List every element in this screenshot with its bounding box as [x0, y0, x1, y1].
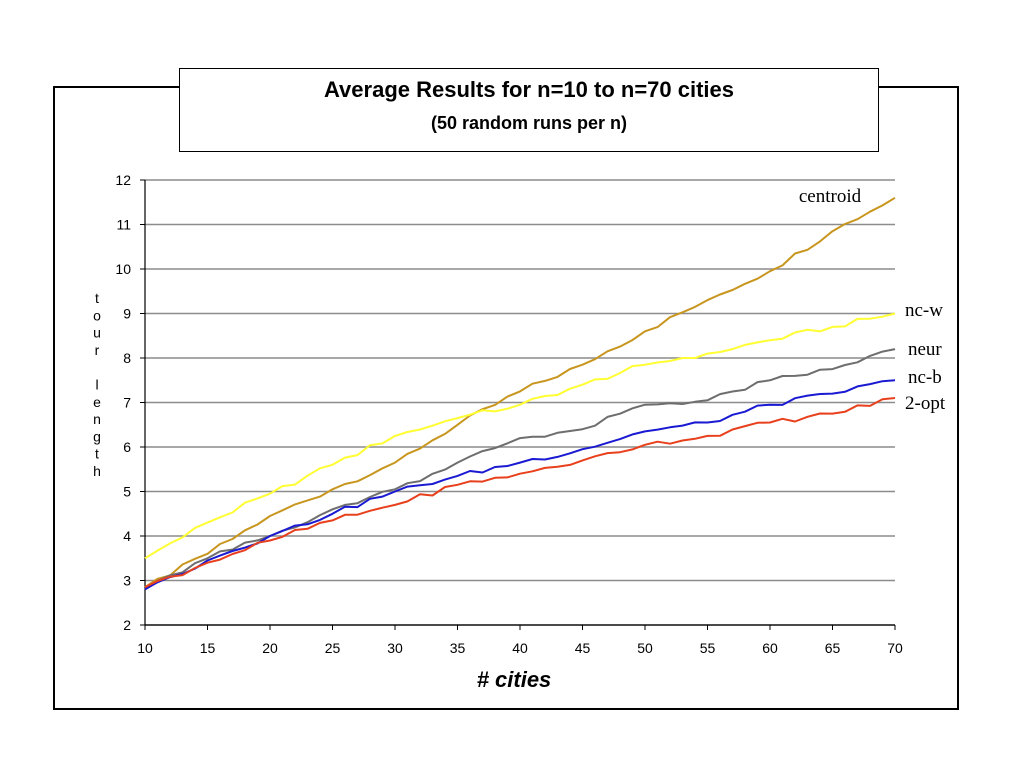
series-label-2-opt: 2-opt [905, 393, 946, 414]
y-tick-label: 10 [115, 261, 131, 277]
y-tick-label: 2 [123, 617, 131, 633]
chart-subtitle: (50 random runs per n) [430, 113, 628, 133]
series-line-centroid [144, 196, 896, 589]
x-axis-label: # cities [477, 667, 552, 692]
series-label-centroid: centroid [799, 186, 862, 207]
y-tick-label: 7 [123, 395, 131, 411]
x-tick-label: 10 [137, 640, 153, 656]
series-label-nc-w: nc-w [905, 300, 943, 321]
x-tick-label: 45 [575, 640, 591, 656]
x-tick-label: 65 [825, 640, 841, 656]
x-tick-label: 15 [200, 640, 216, 656]
series-label-nc-b: nc-b [908, 367, 942, 388]
x-tick-label: 30 [387, 640, 403, 656]
y-tick-label: 4 [123, 528, 131, 544]
x-tick-label: 50 [637, 640, 653, 656]
y-tick-label: 6 [123, 439, 131, 455]
y-tick-label: 12 [115, 172, 131, 188]
x-tick-label: 40 [512, 640, 528, 656]
x-tick-label: 35 [450, 640, 466, 656]
y-tick-label: 9 [123, 306, 131, 322]
x-tick-label: 70 [887, 640, 903, 656]
y-tick-label: 11 [116, 217, 131, 233]
x-tick-label: 60 [762, 640, 778, 656]
x-tick-label: 25 [325, 640, 341, 656]
x-tick-label: 55 [700, 640, 716, 656]
y-tick-label: 5 [123, 484, 131, 500]
series-label-neur: neur [908, 339, 942, 360]
series-line-nc-w [144, 312, 896, 560]
x-tick-label: 20 [262, 640, 278, 656]
title-box: Average Results for n=10 to n=70 cities … [179, 68, 879, 152]
series-line-2-opt [144, 397, 896, 589]
y-tick-label: 8 [123, 350, 131, 366]
chart-title: Average Results for n=10 to n=70 cities [323, 77, 735, 102]
y-tick-label: 3 [123, 573, 131, 589]
series-line-nc-b [144, 379, 896, 591]
series-line-neur [144, 348, 896, 591]
